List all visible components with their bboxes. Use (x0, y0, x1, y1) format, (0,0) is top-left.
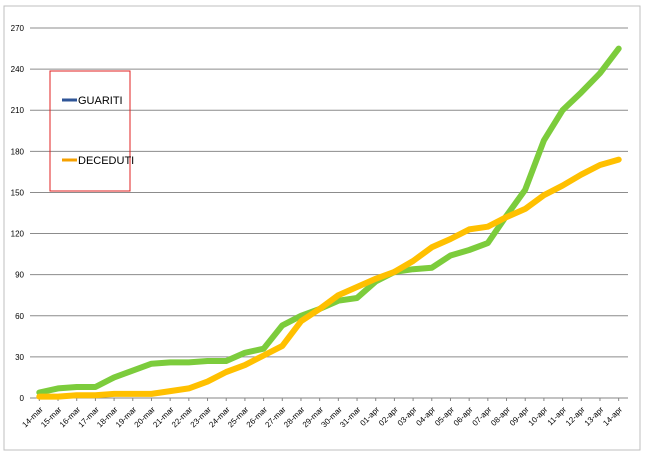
gridlines (30, 27, 628, 399)
legend-label-deceduti: DECEDUTI (78, 155, 134, 167)
legend: GUARITI DECEDUTI (49, 70, 134, 192)
y-tick-label: 0 (20, 394, 25, 403)
y-tick-label: 180 (11, 147, 25, 156)
y-tick-label: 210 (11, 106, 25, 115)
y-tick-label: 270 (11, 24, 25, 33)
y-axis-ticks: 0 30 60 90 120 150 180 210 240 270 (11, 24, 25, 403)
series-line-deceduti (36, 156, 622, 400)
series-lines (36, 45, 622, 400)
legend-box (49, 70, 131, 192)
y-tick-label: 30 (15, 353, 24, 362)
legend-label-guariti: GUARITI (78, 95, 123, 107)
y-tick-label: 60 (15, 312, 24, 321)
y-tick-label: 150 (11, 188, 25, 197)
y-tick-label: 240 (11, 65, 25, 74)
y-tick-label: 90 (15, 271, 24, 280)
chart-frame (3, 5, 641, 451)
y-tick-label: 120 (11, 230, 25, 239)
